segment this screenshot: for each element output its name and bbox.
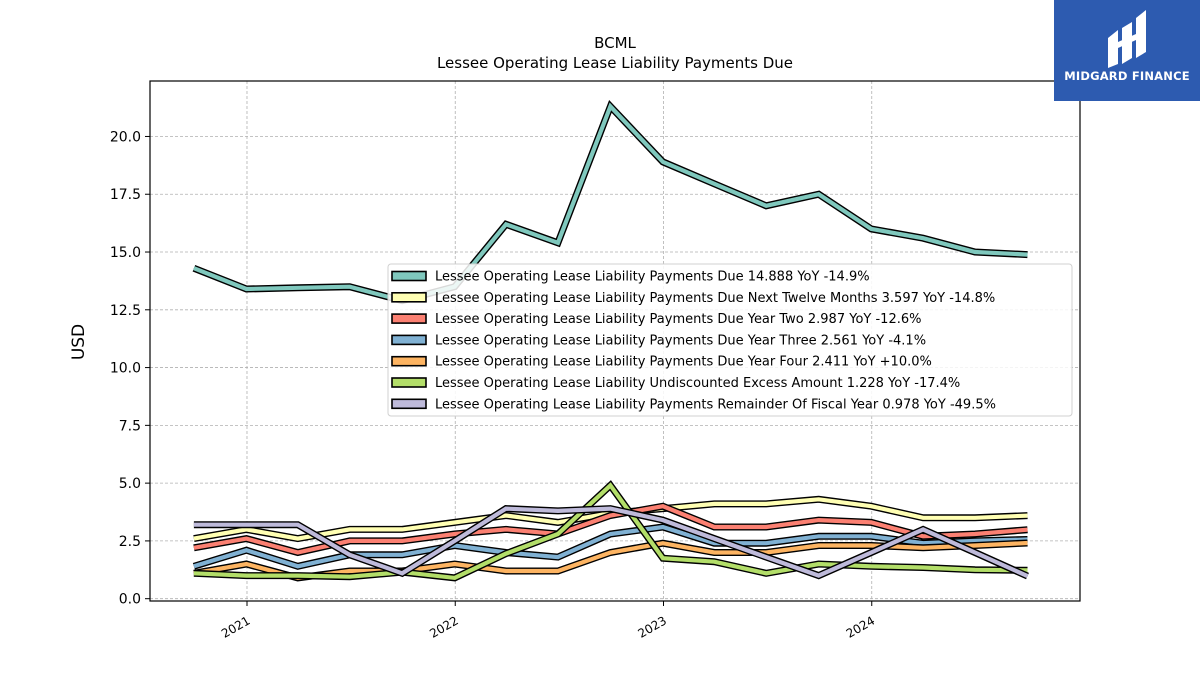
legend-label: Lessee Operating Lease Liability Payment… xyxy=(435,355,932,370)
y-tick-label: 20.0 xyxy=(110,129,141,145)
series-line xyxy=(193,482,1028,581)
plot-frame xyxy=(149,80,1081,602)
series-3 xyxy=(192,523,1028,570)
series-line xyxy=(193,524,1028,569)
legend-box xyxy=(387,263,1073,417)
series-6 xyxy=(193,505,1029,580)
y-tick-label: 12.5 xyxy=(110,303,141,319)
logo-text: MIDGARD FINANCE xyxy=(1064,69,1190,83)
legend-swatch xyxy=(391,270,427,282)
y-tick-label: 7.5 xyxy=(119,418,141,434)
y-tick-label: 10.0 xyxy=(110,361,141,377)
x-tick-label: 2023 xyxy=(636,613,669,640)
chart-title: BCML xyxy=(594,34,636,52)
series-line xyxy=(193,506,1029,579)
legend-swatch xyxy=(391,398,427,410)
y-axis-label: USD xyxy=(69,324,89,360)
x-tick-label: 2024 xyxy=(844,613,877,640)
midgard-logo-icon xyxy=(1108,10,1146,68)
series-5 xyxy=(193,480,1028,582)
midgard-finance-logo: MIDGARD FINANCE xyxy=(1054,0,1200,101)
x-tick-label: 2021 xyxy=(219,613,252,640)
legend-label: Lessee Operating Lease Liability Undisco… xyxy=(435,376,960,391)
legend-swatch xyxy=(391,291,427,303)
legend-swatch xyxy=(391,355,427,367)
y-tick-label: 15.0 xyxy=(110,245,141,261)
x-tick-label: 2022 xyxy=(427,613,460,640)
legend-label: Lessee Operating Lease Liability Payment… xyxy=(435,270,870,285)
y-tick-label: 17.5 xyxy=(110,187,141,203)
y-tick-label: 0.0 xyxy=(119,592,141,608)
chart-subtitle: Lessee Operating Lease Liability Payment… xyxy=(437,54,793,72)
legend-swatch xyxy=(391,334,427,346)
legend-label: Lessee Operating Lease Liability Payment… xyxy=(435,312,921,327)
legend-label: Lessee Operating Lease Liability Payment… xyxy=(435,333,926,348)
y-tick-label: 2.5 xyxy=(119,534,141,550)
legend-swatch xyxy=(391,313,427,324)
legend-swatch xyxy=(391,377,427,388)
y-tick-label: 5.0 xyxy=(119,476,141,492)
series-line xyxy=(193,102,1028,303)
series-lines xyxy=(192,99,1029,582)
legend: Lessee Operating Lease Liability Payment… xyxy=(387,263,1073,417)
legend-label: Lessee Operating Lease Liability Payment… xyxy=(435,291,995,306)
legend-label: Lessee Operating Lease Liability Payment… xyxy=(435,397,996,412)
